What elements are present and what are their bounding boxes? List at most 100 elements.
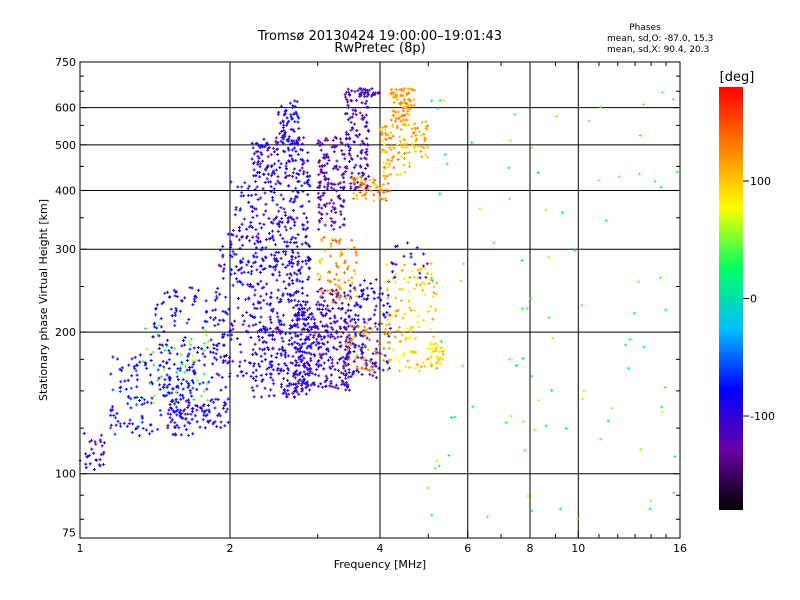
data-point: [291, 374, 295, 378]
data-point: [236, 280, 240, 284]
data-point: [158, 343, 162, 347]
data-point: [429, 341, 433, 345]
data-point: [194, 403, 198, 407]
data-point: [260, 286, 264, 290]
data-point: [119, 385, 123, 389]
data-point: [320, 206, 324, 210]
data-point: [327, 270, 331, 274]
data-point: [367, 318, 371, 322]
data-point: [143, 361, 147, 365]
data-point: [299, 358, 303, 362]
data-point: [408, 276, 412, 280]
data-point: [431, 279, 435, 283]
data-point: [323, 138, 327, 142]
data-point: [628, 337, 632, 341]
data-point: [321, 352, 325, 356]
data-point: [294, 186, 298, 190]
data-point: [245, 263, 249, 267]
data-point: [306, 384, 310, 388]
data-point: [281, 313, 285, 317]
data-point: [269, 165, 273, 169]
data-point: [145, 400, 149, 404]
data-point: [385, 263, 389, 267]
data-point: [214, 343, 218, 347]
data-point: [363, 331, 367, 335]
data-point: [582, 389, 586, 393]
data-point: [186, 406, 190, 410]
data-point: [284, 166, 288, 170]
data-point: [269, 376, 273, 380]
data-point: [240, 260, 244, 264]
data-point: [338, 225, 342, 229]
data-point: [317, 218, 321, 222]
data-point: [380, 139, 384, 143]
data-point: [638, 134, 642, 138]
data-point: [338, 165, 342, 169]
data-point: [271, 334, 275, 338]
data-point: [269, 253, 273, 257]
data-point: [265, 302, 269, 306]
data-point: [305, 294, 309, 298]
data-point: [317, 210, 321, 214]
data-point: [436, 106, 440, 110]
data-point: [148, 432, 152, 436]
data-point: [289, 260, 293, 264]
data-point: [308, 345, 312, 349]
data-point: [236, 185, 240, 189]
data-point: [278, 273, 282, 277]
data-point: [249, 272, 253, 276]
data-point: [287, 384, 291, 388]
data-point: [265, 328, 269, 332]
data-point: [335, 272, 339, 276]
data-point: [294, 314, 298, 318]
data-point: [316, 141, 320, 145]
data-point: [242, 270, 246, 274]
data-point: [333, 145, 337, 149]
data-point: [391, 276, 395, 280]
data-point: [149, 359, 153, 363]
data-point: [296, 137, 300, 141]
data-point: [156, 368, 160, 372]
data-point: [362, 288, 366, 292]
data-point: [637, 172, 641, 176]
data-point: [267, 348, 271, 352]
data-point: [328, 316, 332, 320]
data-point: [316, 327, 320, 331]
data-point: [193, 414, 197, 418]
data-point: [296, 120, 300, 124]
data-point: [346, 267, 350, 271]
data-point: [296, 290, 300, 294]
data-point: [282, 123, 286, 127]
data-point: [300, 380, 304, 384]
data-point: [155, 303, 159, 307]
data-point: [348, 357, 352, 361]
data-point: [285, 394, 289, 398]
data-point: [340, 149, 344, 153]
data-point: [302, 136, 306, 140]
data-point: [305, 346, 309, 350]
data-point: [166, 290, 170, 294]
data-point: [347, 370, 351, 374]
data-point: [297, 173, 301, 177]
data-point: [317, 307, 321, 311]
data-point: [181, 387, 185, 391]
data-point: [242, 194, 246, 198]
data-point: [269, 190, 273, 194]
data-point: [283, 361, 287, 365]
data-point: [338, 325, 342, 329]
data-point: [394, 272, 398, 276]
data-point: [253, 207, 257, 211]
data-point: [369, 317, 373, 321]
data-point: [298, 169, 302, 173]
data-point: [342, 200, 346, 204]
data-point: [305, 234, 309, 238]
data-point: [311, 315, 315, 319]
data-point: [327, 158, 331, 162]
data-point: [179, 299, 183, 303]
data-point: [217, 373, 221, 377]
data-point: [350, 343, 354, 347]
data-point: [305, 300, 309, 304]
data-point: [386, 296, 390, 300]
data-point: [187, 317, 191, 321]
data-point: [269, 295, 273, 299]
